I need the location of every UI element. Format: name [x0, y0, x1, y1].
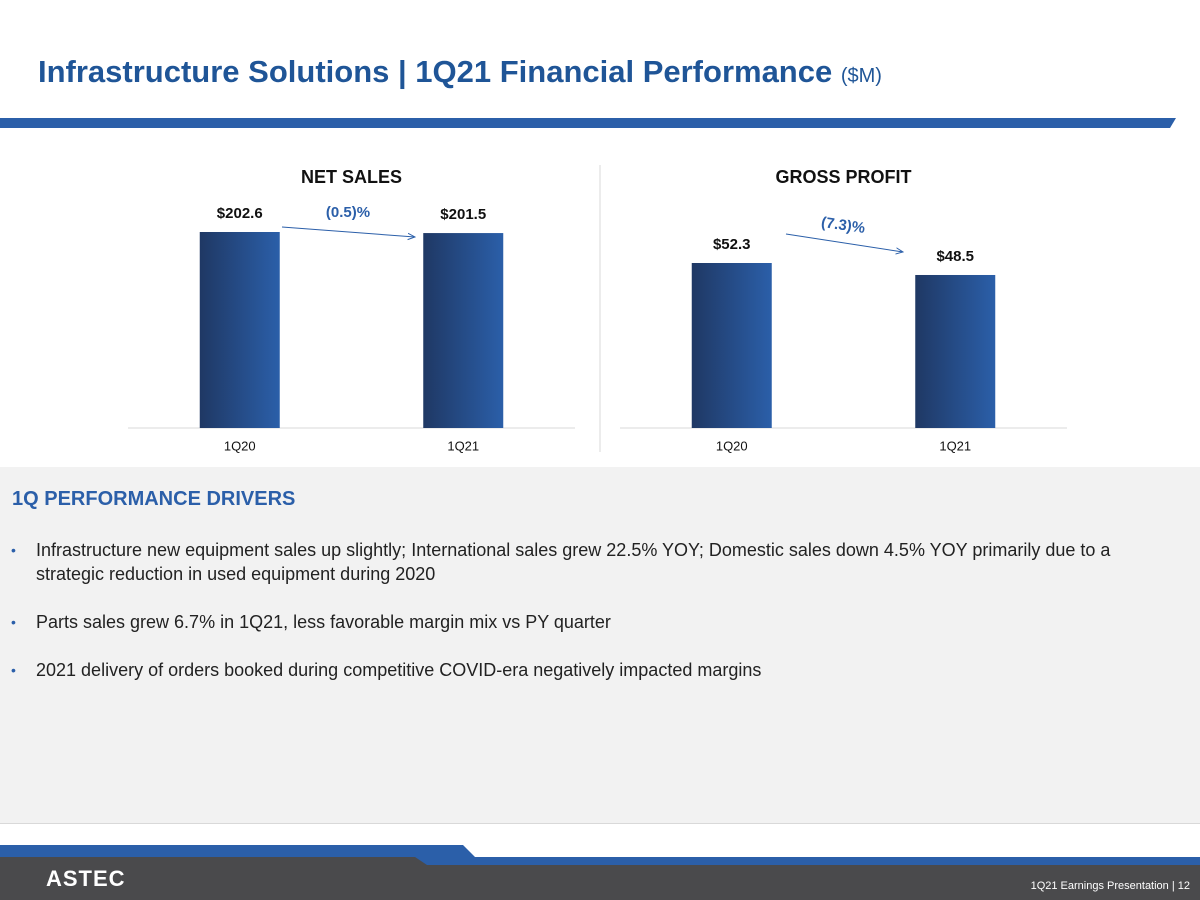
bar [691, 263, 772, 428]
footer-stripe [415, 857, 1200, 865]
bullet-dot: • [11, 542, 16, 558]
bar [423, 233, 504, 428]
drivers-list: • Infrastructure new equipment sales up s… [0, 538, 1170, 706]
footer [0, 845, 1200, 900]
change-arrow [785, 233, 903, 252]
slide-title: Infrastructure Solutions | 1Q21 Financia… [38, 54, 882, 90]
x-tick-label: 1Q20 [224, 438, 256, 453]
bullet-text: Parts sales grew 6.7% in 1Q21, less favo… [36, 612, 611, 632]
title-unit: ($M) [840, 65, 882, 87]
x-tick-label: 1Q20 [716, 438, 748, 453]
logo: ASTEC [46, 866, 126, 891]
bullet-dot: • [11, 614, 16, 630]
bullet: • 2021 delivery of orders booked during c… [0, 658, 1170, 682]
charts: NET SALES $202.6 1Q20 $201.5 1Q21 (0.5)% GROSS… [0, 118, 1176, 453]
bar [199, 232, 280, 428]
title-text: Infrastructure Solutions | 1Q21 Financia… [38, 54, 833, 89]
chart-title: GROSS PROFIT [775, 167, 911, 187]
value-label: $201.5 [440, 206, 486, 223]
annotation: (0.5)% [326, 204, 370, 221]
value-label: $48.5 [936, 248, 974, 265]
footer-text: 1Q21 Earnings Presentation | 12 [1030, 880, 1190, 892]
value-label: $52.3 [713, 236, 751, 253]
bullet-dot: • [11, 662, 16, 678]
x-tick-label: 1Q21 [939, 438, 971, 453]
bullet-text: 2021 delivery of orders booked during co… [36, 660, 762, 680]
x-tick-label: 1Q21 [447, 438, 479, 453]
change-arrow [281, 226, 415, 237]
annotation: (7.3)% [820, 214, 866, 237]
bullet-text: Infrastructure new equipment sales up sl… [36, 540, 1111, 584]
drivers-title: 1Q PERFORMANCE DRIVERS [12, 488, 296, 510]
drivers-panel [0, 467, 1200, 824]
footer-stripe [0, 845, 475, 857]
chart-title: NET SALES [301, 167, 402, 187]
title-rule [0, 118, 1176, 128]
bar [915, 274, 996, 428]
value-label: $202.6 [217, 205, 263, 222]
bullet: • Infrastructure new equipment sales up s… [0, 538, 1170, 586]
bullet: • Parts sales grew 6.7% in 1Q21, less fav… [0, 610, 1170, 634]
